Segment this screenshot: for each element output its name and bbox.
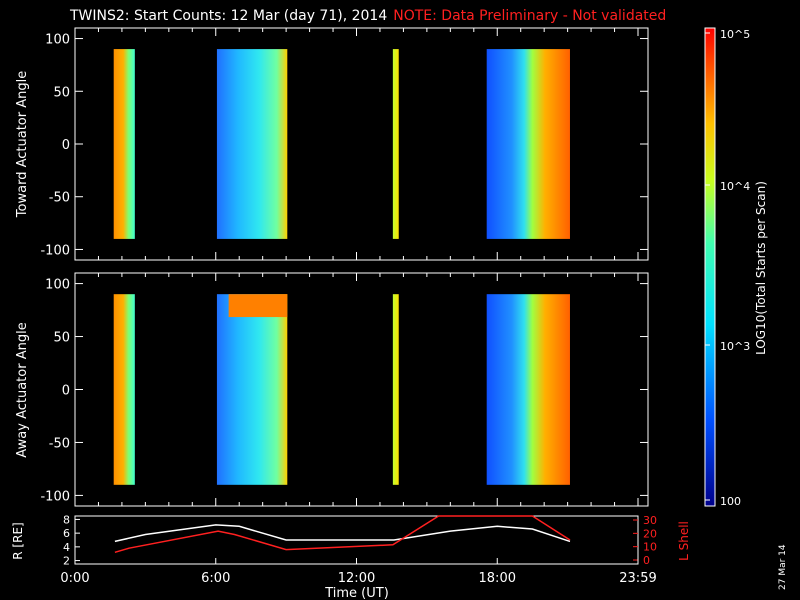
x-tick-label: 0:00 <box>60 571 89 586</box>
panel1-block-2 <box>392 49 399 239</box>
colorbar-label: LOG10(Total Starts per Scan) <box>754 181 768 355</box>
panel1-ytick-label: -50 <box>49 191 70 206</box>
panel3-ytick-label: 8 <box>63 513 70 526</box>
x-tick-label: 6:00 <box>201 571 230 586</box>
r-series-line <box>114 524 571 543</box>
panel2-block-2 <box>392 294 399 485</box>
date-stamp: 27 Mar 14 <box>778 544 788 590</box>
panel1-ylabel: Toward Actuator Angle <box>15 71 30 218</box>
panel3-ytick-label: 6 <box>63 527 70 540</box>
colorbar-tick-label: 10^4 <box>720 180 750 193</box>
panel3-ylabel-right: L Shell <box>677 521 691 561</box>
l-shell-line <box>114 515 571 554</box>
title-text: TWINS2: Start Counts: 12 Mar (day 71), 2… <box>70 8 388 24</box>
chart-title: TWINS2: Start Counts: 12 Mar (day 71), 2… <box>70 8 666 24</box>
x-axis-label: Time (UT) <box>324 586 389 600</box>
panel1-block-1 <box>216 49 288 239</box>
panel1-ytick-label: 100 <box>45 33 70 48</box>
panel2-ytick-label: -50 <box>49 436 70 451</box>
colorbar-tick-label: 100 <box>720 495 741 508</box>
preliminary-note: NOTE: Data Preliminary - Not validated <box>393 8 667 24</box>
panel1-block-3 <box>486 49 570 239</box>
panel1-ytick-label: 50 <box>53 85 70 100</box>
panel2-ytick-label: -100 <box>40 489 70 504</box>
panel3-right-tick-label: 10 <box>643 541 657 554</box>
panel3-ylabel-left: R [RE] <box>11 522 25 559</box>
panel2-ytick-label: 50 <box>53 331 70 346</box>
panel3-right-tick-label: 30 <box>643 514 657 527</box>
panel3-right-tick-label: 0 <box>643 554 650 567</box>
panel1-ytick-label: -100 <box>40 243 70 258</box>
panel2-block-1-top <box>228 294 288 318</box>
colorbar-tick-label: 10^5 <box>720 28 750 41</box>
panel2-ylabel: Away Actuator Angle <box>15 322 30 457</box>
panel2-ytick-label: 0 <box>62 384 70 399</box>
panel2-block-0 <box>113 294 135 485</box>
panel2-ytick-label: 100 <box>45 278 70 293</box>
panel1-ytick-label: 0 <box>62 138 70 153</box>
colorbar <box>704 27 716 507</box>
panel1-block-0 <box>113 49 135 239</box>
x-tick-label: 18:00 <box>479 571 516 586</box>
panel2-block-1 <box>216 294 288 485</box>
panel2-block-3 <box>486 294 570 485</box>
colorbar-tick-label: 10^3 <box>720 340 750 353</box>
panel3-ytick-label: 2 <box>63 555 70 568</box>
x-tick-label: 12:00 <box>338 571 375 586</box>
panel3-ytick-label: 4 <box>63 541 70 554</box>
x-tick-label: 23:59 <box>619 571 656 586</box>
panel3-right-tick-label: 20 <box>643 527 657 540</box>
